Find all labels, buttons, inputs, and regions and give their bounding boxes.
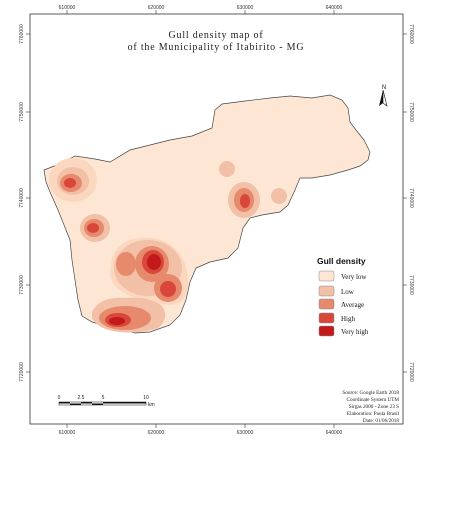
coord-left-4: 7730000 (19, 275, 25, 295)
credit-elaboration: Elaboration: Paula Brasil (347, 411, 400, 417)
legend-label: Very low (341, 273, 367, 281)
credit-date: Date: 01/06/2018 (363, 418, 400, 424)
map-credits: Source: Google Earth 2018 Coordinate Sys… (342, 390, 399, 424)
coord-bottom-3: 630000 (237, 430, 254, 436)
north-arrow-icon: N (379, 85, 388, 107)
coord-left-1: 7760000 (19, 24, 25, 44)
coord-right-5: 7720000 (408, 362, 414, 382)
scale-bar: 0 2.5 5 10 km (58, 395, 155, 408)
coord-bottom-2: 620000 (148, 430, 165, 436)
scale-label-1: 2.5 (78, 395, 85, 401)
coord-right-4: 7730000 (408, 275, 414, 295)
coord-top-1: 610000 (59, 5, 76, 11)
legend-item-high: High (318, 312, 356, 324)
coord-left-3: 7740000 (19, 188, 25, 208)
legend-item-very-high: Very high (318, 325, 369, 337)
coord-left-5: 7720000 (19, 362, 25, 382)
legend-item-very-low: Very low (318, 270, 367, 282)
scale-unit: km (148, 402, 155, 408)
legend-label: High (341, 315, 356, 323)
scale-label-2: 5 (102, 395, 105, 401)
north-arrow-label: N (382, 85, 386, 91)
credit-datum: Sirgas 2000 - Zone 23 S (349, 404, 399, 410)
credit-source: Source: Google Earth 2018 (342, 390, 399, 396)
credit-coordinate-system: Coordinate System UTM (347, 397, 400, 403)
coord-left-2: 7750000 (19, 102, 25, 122)
coord-top-2: 620000 (148, 5, 165, 11)
coord-right-2: 7750000 (408, 102, 414, 122)
coord-right-3: 7740000 (408, 188, 414, 208)
legend-title: Gull density (317, 256, 366, 266)
map-title-line1: Gull density map of (169, 30, 264, 41)
legend-label: Low (341, 288, 355, 296)
scale-label-0: 0 (58, 395, 61, 401)
legend-label: Average (341, 301, 364, 309)
legend: Gull density Very low Low Average High V… (317, 256, 369, 337)
coord-right-1: 7760000 (408, 24, 414, 44)
density-hotspots (49, 158, 287, 333)
coord-top-4: 640000 (326, 5, 343, 11)
legend-item-average: Average (318, 298, 364, 310)
frame-ticks (26, 10, 407, 428)
scale-label-3: 10 (143, 395, 149, 401)
coord-bottom-1: 610000 (59, 430, 76, 436)
coord-bottom-4: 640000 (326, 430, 343, 436)
coord-top-3: 630000 (237, 5, 254, 11)
legend-label: Very high (341, 328, 369, 336)
legend-item-low: Low (318, 285, 355, 297)
map-title-line2: of the Municipality of Itabirito - MG (128, 42, 305, 53)
